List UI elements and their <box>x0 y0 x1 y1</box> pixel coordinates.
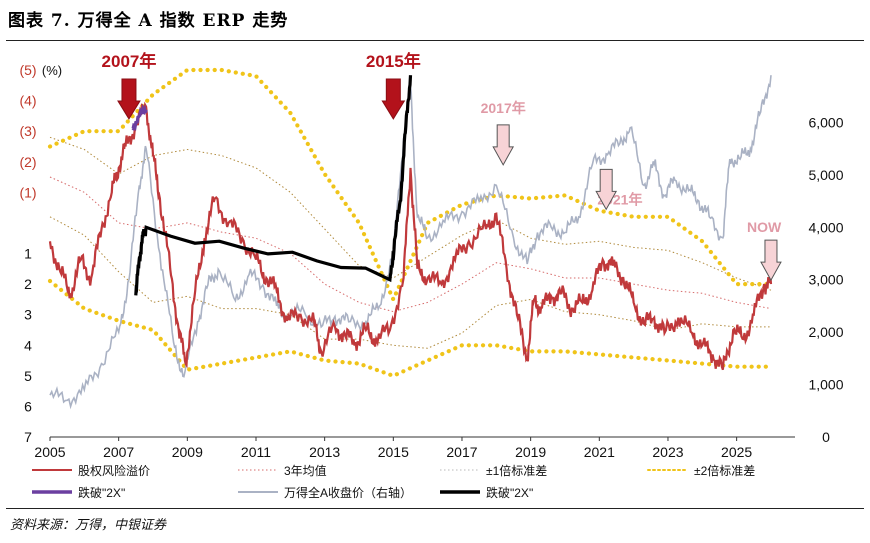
annotation-arrow-icon <box>381 78 406 120</box>
left-tick-label: 6 <box>24 398 32 414</box>
legend-label-5: 万得全A收盘价（右轴） <box>284 485 412 500</box>
legend-label-1: 3年均值 <box>284 463 327 478</box>
right-tick-label: 0 <box>822 429 830 445</box>
x-tick-label: 2019 <box>515 444 546 460</box>
series-3-lower-line <box>47 278 774 379</box>
series-3-line <box>47 67 774 305</box>
annotation-label: 2015年 <box>366 51 421 71</box>
axes: 2005 2007 2009 2011 2013 2015 2017 2019 2021 2023… <box>19 62 843 460</box>
right-tick-label: 4,000 <box>808 219 843 235</box>
legend-label-4: 跌破"2X" <box>78 485 125 500</box>
left-tick-label: (5) <box>19 62 36 78</box>
left-axis-unit: (%) <box>42 63 62 78</box>
x-tick-label: 2011 <box>241 444 271 460</box>
left-tick-label: (2) <box>19 154 36 170</box>
annotation-arrow-icon <box>492 124 515 166</box>
series-5-line <box>131 103 148 132</box>
left-tick-label: (1) <box>19 184 36 200</box>
erp-line-group <box>48 101 773 371</box>
left-tick-label: (3) <box>19 123 36 139</box>
source-note: 资料来源：万得，中银证券 <box>10 518 167 533</box>
price-line-group <box>49 75 772 410</box>
right-tick-label: 6,000 <box>808 114 843 130</box>
x-tick-label: 2013 <box>309 444 340 460</box>
legend-label-3: ±2倍标准差 <box>694 463 755 478</box>
x-tick-label: 2017 <box>446 444 477 460</box>
right-tick-label: 3,000 <box>808 272 843 288</box>
annotation-arrow-icon <box>760 239 782 282</box>
break-2x-group <box>131 75 413 296</box>
x-tick-label: 2007 <box>103 444 134 460</box>
annotation-arrow-icon <box>117 78 141 120</box>
right-tick-label: 5,000 <box>808 167 843 183</box>
left-tick-label: 3 <box>24 307 32 323</box>
left-tick-label: 1 <box>24 246 32 262</box>
x-tick-label: 2005 <box>34 444 65 460</box>
x-tick-label: 2023 <box>652 444 683 460</box>
left-tick-label: 2 <box>24 276 32 292</box>
annotation-label: 2007年 <box>102 51 157 71</box>
annotation-label: 2017年 <box>481 100 526 116</box>
series-6-line <box>134 75 413 296</box>
series-2-line <box>49 136 772 291</box>
x-tick-label: 2009 <box>172 444 203 460</box>
annotation-arrow-icon <box>595 168 618 211</box>
x-tick-label: 2025 <box>721 444 752 460</box>
annotation-label: NOW <box>747 219 782 235</box>
right-tick-label: 2,000 <box>808 324 843 340</box>
left-tick-label: (4) <box>19 93 36 109</box>
left-tick-label: 7 <box>24 429 32 445</box>
series-4-line <box>49 75 772 410</box>
legend-label-2: ±1倍标准差 <box>486 463 547 478</box>
right-tick-label: 1,000 <box>808 377 843 393</box>
source-divider <box>6 508 864 509</box>
series-2-lower-line <box>49 216 771 349</box>
left-tick-label: 5 <box>24 368 32 384</box>
legend-label-0: 股权风险溢价 <box>78 463 150 478</box>
band-lines <box>47 67 774 379</box>
x-tick-label: 2021 <box>584 444 615 460</box>
left-tick-label: 4 <box>24 337 32 353</box>
title-divider <box>6 40 864 41</box>
series-0-line <box>48 101 773 371</box>
legend-label-6: 跌破"2X" <box>486 485 533 500</box>
chart-title: 图表 7. 万得全 A 指数 ERP 走势 <box>8 11 289 31</box>
x-tick-label: 2015 <box>378 444 409 460</box>
